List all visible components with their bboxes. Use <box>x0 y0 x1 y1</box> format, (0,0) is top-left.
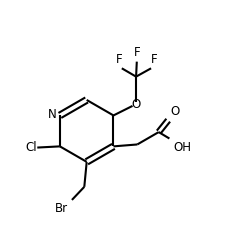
Text: OH: OH <box>173 141 191 154</box>
Text: N: N <box>48 108 56 121</box>
Text: F: F <box>151 53 157 66</box>
Text: O: O <box>170 105 179 118</box>
Text: O: O <box>132 98 141 110</box>
Text: F: F <box>116 53 122 66</box>
Text: Cl: Cl <box>26 141 37 154</box>
Text: Br: Br <box>54 202 68 215</box>
Text: F: F <box>133 46 140 59</box>
